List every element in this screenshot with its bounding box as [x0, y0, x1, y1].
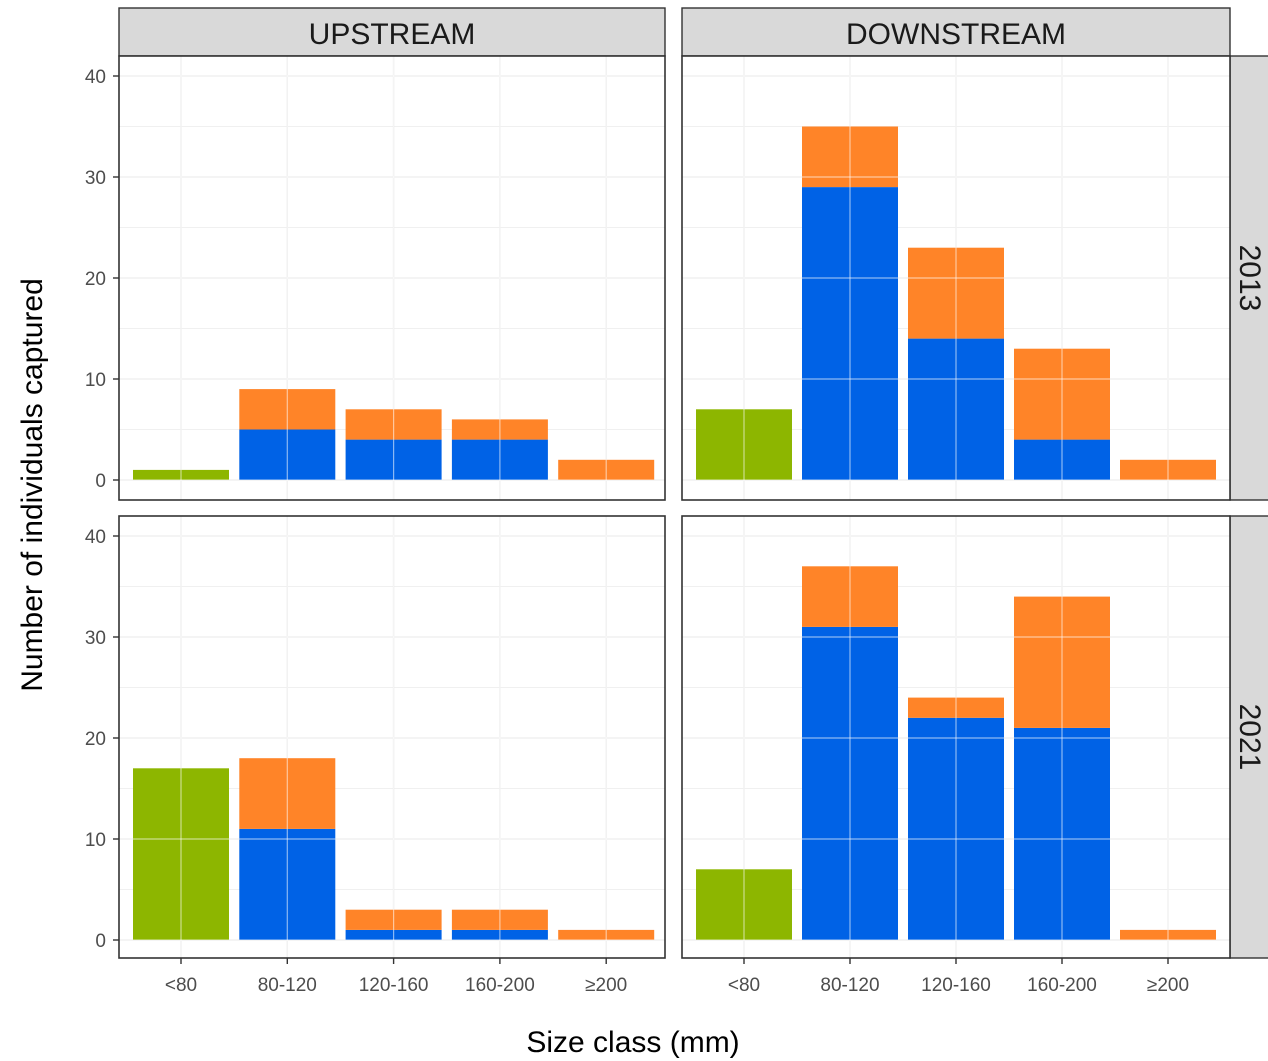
y-tick-label: 20	[85, 729, 106, 750]
panel-downstream-2021	[681, 515, 1231, 959]
y-tick-label: 40	[85, 527, 106, 548]
x-tick-label: 80-120	[820, 975, 879, 996]
y-tick-label: 30	[85, 168, 106, 189]
panel-upstream-2021	[118, 515, 666, 959]
x-tick-label: ≥200	[585, 975, 627, 996]
y-tick-label: 20	[85, 269, 106, 290]
x-tick-label: 120-160	[921, 975, 991, 996]
facet-panels	[118, 55, 1231, 959]
facet-strip-downstream	[681, 7, 1231, 57]
x-tick-label: 80-120	[258, 975, 317, 996]
x-tick-label: <80	[728, 975, 760, 996]
x-tick-label: 120-160	[359, 975, 429, 996]
facet-strip-label: DOWNSTREAM	[846, 18, 1066, 51]
y-tick-label: 10	[85, 370, 106, 391]
x-tick-label: 160-200	[465, 975, 535, 996]
facet-strip-label: UPSTREAM	[309, 18, 476, 51]
x-tick-label: ≥200	[1147, 975, 1189, 996]
y-tick-label: 0	[95, 471, 106, 492]
facet-strips: UPSTREAM DOWNSTREAM 2013 2021	[118, 7, 1268, 959]
y-tick-label: 30	[85, 628, 106, 649]
panel-downstream-2013	[681, 55, 1231, 501]
x-tick-label: <80	[165, 975, 197, 996]
x-axis-title: Size class (mm)	[526, 1026, 739, 1059]
panel-upstream-2013	[118, 55, 666, 501]
x-tick-label: 160-200	[1027, 975, 1097, 996]
panel-border	[118, 515, 666, 959]
y-tick-label: 40	[85, 67, 106, 88]
facet-strip-2013	[1229, 55, 1268, 501]
axes-ticks: 0 10 20 30 40 0 10 20 30 40 <80 80-120 120-160 160-20…	[85, 67, 1189, 996]
y-axis-title: Number of individuals captured	[16, 278, 49, 692]
y-tick-label: 10	[85, 830, 106, 851]
facet-strip-label: 2021	[1233, 704, 1266, 771]
facet-strip-label: 2013	[1233, 245, 1266, 312]
facet-strip-upstream	[118, 7, 666, 57]
panel-border	[681, 55, 1231, 501]
y-tick-label: 0	[95, 931, 106, 952]
